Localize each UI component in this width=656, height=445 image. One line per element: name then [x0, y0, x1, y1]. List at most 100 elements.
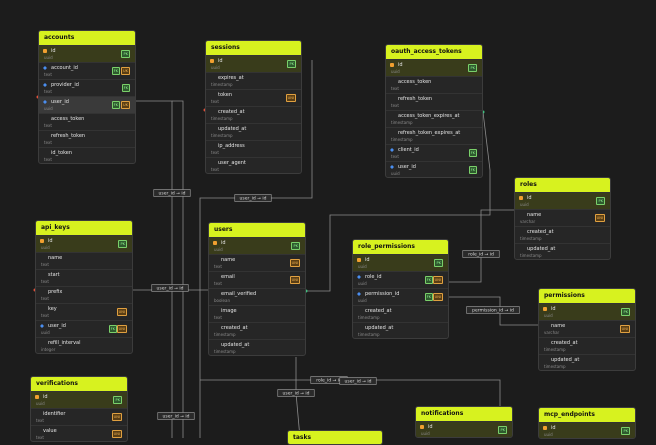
- key-icon: [543, 426, 547, 430]
- key-badge: FK: [424, 276, 433, 284]
- column-row: email_verified boolean: [209, 288, 305, 305]
- column-row: created_at timestamp: [353, 305, 448, 322]
- key-badge: FK: [108, 325, 117, 333]
- column-name: id: [428, 424, 433, 430]
- key-badge: PK: [621, 427, 630, 435]
- table-name: verifications: [31, 377, 127, 391]
- column-type: timestamp: [214, 349, 236, 354]
- column-name: role_id: [365, 274, 382, 280]
- column-type: timestamp: [391, 120, 413, 125]
- column-type: uuid: [544, 432, 553, 437]
- column-type: text: [214, 315, 222, 320]
- edge-label: user_id → id: [159, 191, 186, 197]
- column-name: value: [43, 428, 57, 434]
- column-name: updated_at: [551, 357, 580, 363]
- column-name: refresh_token_expires_at: [398, 130, 461, 136]
- column-row: ip_address text: [206, 140, 301, 157]
- column-name: access_token: [398, 79, 432, 85]
- column-row: role_id uuid UNI FK: [353, 271, 448, 288]
- column-type: text: [44, 157, 52, 162]
- column-name: prefix: [48, 289, 63, 295]
- column-row: user_id uuid UNI FK: [36, 320, 132, 337]
- column-row: id uuid PK: [206, 55, 301, 72]
- column-type: text: [391, 103, 399, 108]
- column-name: id: [218, 58, 223, 64]
- column-name: refill_interval: [48, 340, 81, 346]
- key-icon: [43, 66, 47, 70]
- column-row: created_at timestamp: [515, 226, 610, 243]
- column-type: uuid: [358, 264, 367, 269]
- table: role_permissions id uuid PK role_id uuid UNI FK…: [352, 239, 449, 339]
- column-name: id: [398, 62, 403, 68]
- column-row: prefix text: [36, 286, 132, 303]
- key-badge: UNI: [432, 293, 443, 301]
- key-badge: UNI: [285, 94, 296, 102]
- column-name: name: [551, 323, 566, 329]
- column-row: access_token text: [386, 76, 482, 93]
- key-badge: UNI: [432, 276, 443, 284]
- table: verifications id uuid PK identifier text UNI va…: [30, 376, 128, 442]
- column-type: text: [44, 123, 52, 128]
- column-row: id uuid PK: [31, 391, 127, 408]
- column-type: text: [41, 313, 49, 318]
- column-row: refill_interval integer: [36, 337, 132, 353]
- column-type: uuid: [358, 298, 367, 303]
- table: users id uuid PK name text UNI email text UNI emai…: [208, 222, 306, 356]
- column-type: uuid: [421, 431, 430, 436]
- column-row: account_id text UK FK: [39, 62, 135, 79]
- column-name: name: [48, 255, 63, 261]
- key-icon: [543, 307, 547, 311]
- key-icon: [357, 275, 361, 279]
- column-type: uuid: [391, 171, 400, 176]
- table-name: roles: [515, 178, 610, 192]
- column-name: user_id: [48, 323, 66, 329]
- column-name: image: [221, 308, 237, 314]
- column-type: text: [44, 140, 52, 145]
- key-badge: UNI: [116, 308, 127, 316]
- column-type: timestamp: [520, 253, 542, 258]
- table-name: role_permissions: [353, 240, 448, 254]
- edge-label-box: [462, 250, 500, 258]
- column-type: timestamp: [391, 137, 413, 142]
- column-name: refresh_token: [51, 133, 86, 139]
- edge-label-box: [339, 377, 377, 385]
- column-row: provider_id text FK: [39, 79, 135, 96]
- column-row: key text UNI: [36, 303, 132, 320]
- column-name: id: [365, 257, 370, 263]
- column-type: varchar: [544, 330, 560, 335]
- column-type: uuid: [44, 55, 53, 60]
- key-icon: [43, 49, 47, 53]
- key-icon: [40, 239, 44, 243]
- key-badge: UK: [121, 67, 130, 75]
- column-name: created_at: [551, 340, 578, 346]
- column-type: uuid: [544, 313, 553, 318]
- key-badge: PK: [287, 60, 296, 68]
- column-row: id uuid PK: [416, 421, 512, 437]
- column-type: timestamp: [358, 332, 380, 337]
- key-badge: UK: [121, 101, 130, 109]
- column-row: refresh_token text: [39, 130, 135, 147]
- key-badge: UNI: [619, 325, 630, 333]
- key-badge: PK: [434, 259, 443, 267]
- table: permissions id uuid PK name varchar UNI created…: [538, 288, 636, 371]
- column-row: id uuid PK: [39, 45, 135, 62]
- column-name: access_token: [51, 116, 85, 122]
- column-name: access_token_expires_at: [398, 113, 460, 119]
- column-row: name text UNI: [209, 254, 305, 271]
- table-name: users: [209, 223, 305, 237]
- column-row: user_agent text: [206, 157, 301, 173]
- column-type: text: [211, 99, 219, 104]
- column-type: uuid: [391, 69, 400, 74]
- edge-labels: user_id → id user_id → id user_id → id user…: [151, 189, 520, 420]
- key-badge: PK: [113, 396, 122, 404]
- column-row: id uuid PK: [36, 235, 132, 252]
- column-type: integer: [41, 347, 56, 352]
- edge-label: user_id → id: [163, 414, 190, 420]
- column-row: created_at timestamp: [539, 337, 635, 354]
- column-row: user_id uuid FK: [386, 161, 482, 177]
- column-row: name text: [36, 252, 132, 269]
- column-name: user_id: [51, 99, 69, 105]
- column-name: updated_at: [218, 126, 247, 132]
- column-type: text: [44, 72, 52, 77]
